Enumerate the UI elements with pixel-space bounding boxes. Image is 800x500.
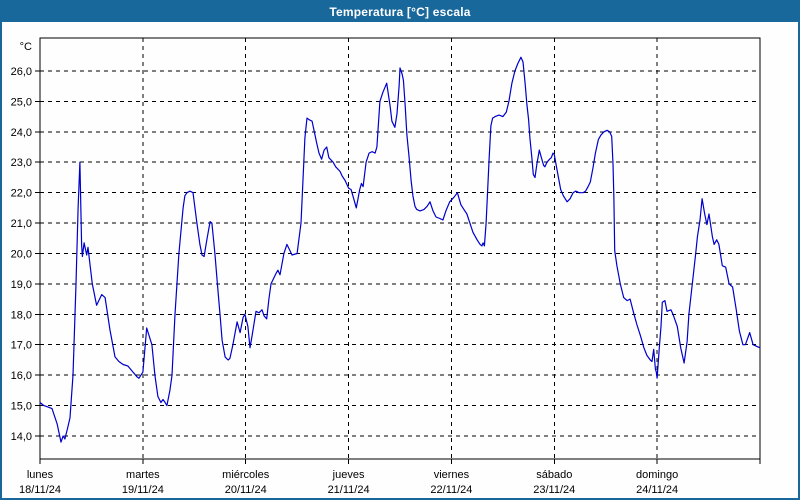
y-tick-label: 23,0 [11,157,32,169]
x-day-name: viernes [434,469,470,481]
x-day-date: 23/11/24 [533,484,575,496]
y-axis-unit-label: °C [20,41,32,53]
window-title: Temperatura [°C] escala [329,5,471,19]
x-day-name: jueves [332,469,365,481]
y-tick-label: 24,0 [11,127,32,139]
x-day-name: sábado [536,469,572,481]
y-tick-label: 16,0 [11,370,32,382]
temperature-line [39,56,761,443]
x-day-date: 21/11/24 [328,484,370,496]
x-day-date: 20/11/24 [225,484,267,496]
y-tick-label: 19,0 [11,279,32,291]
y-tick-label: 14,0 [11,431,32,443]
x-day-name: martes [126,469,160,481]
y-tick-label: 18,0 [11,309,32,321]
y-gridlines [35,70,760,437]
y-tick-label: 22,0 [11,188,32,200]
x-day-date: 24/11/24 [636,484,678,496]
x-day-name: miércoles [222,469,270,481]
y-tick-label: 15,0 [11,401,32,413]
y-tick-label: 25,0 [11,96,32,108]
x-day-name: lunes [27,469,54,481]
x-axis-labels: lunes 18/11/24 martes 19/11/24 miércoles 20/1… [19,469,678,496]
x-gridlines [39,38,761,464]
y-tick-label: 17,0 [11,340,32,352]
temperature-chart: 26,0 25,0 24,0 23,0 22,0 21,0 20,0 19,0 18,0 17,0… [2,22,798,498]
title-bar: Temperatura [°C] escala [2,2,798,22]
plot-border [39,37,761,460]
x-day-date: 22/11/24 [430,484,472,496]
y-tick-label: 26,0 [11,66,32,78]
x-day-date: 18/11/24 [19,484,61,496]
y-axis-labels: 26,0 25,0 24,0 23,0 22,0 21,0 20,0 19,0 18,0 17,0… [11,41,32,443]
y-tick-label: 21,0 [11,218,32,230]
y-tick-label: 20,0 [11,248,32,260]
x-day-date: 19/11/24 [122,484,164,496]
temperature-chart-svg: 26,0 25,0 24,0 23,0 22,0 21,0 20,0 19,0 18,0 17,0… [11,37,761,496]
x-day-name: domingo [636,469,678,481]
